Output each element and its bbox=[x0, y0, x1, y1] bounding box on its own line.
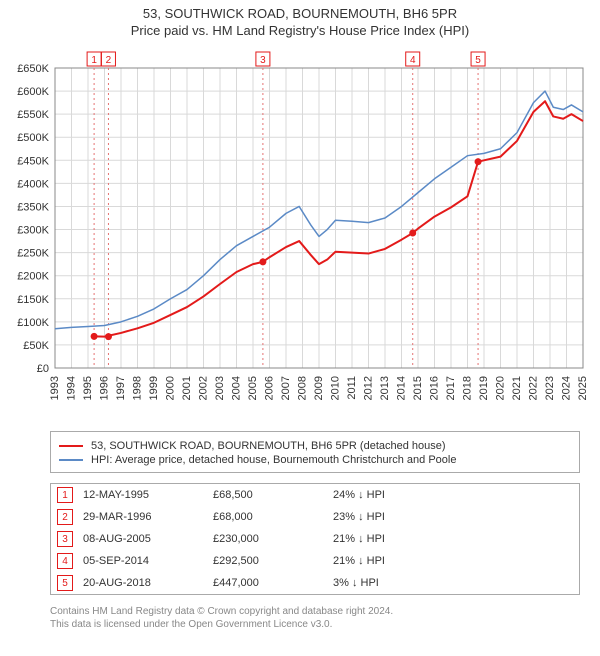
sales-row: 2 29-MAR-1996£68,00023% ↓ HPI bbox=[51, 506, 579, 528]
svg-text:2024: 2024 bbox=[560, 376, 572, 400]
sales-row: 4 05-SEP-2014£292,50021% ↓ HPI bbox=[51, 550, 579, 572]
svg-text:3: 3 bbox=[260, 55, 266, 66]
svg-text:2001: 2001 bbox=[181, 376, 193, 400]
sale-price: £68,000 bbox=[213, 511, 333, 523]
svg-text:£50K: £50K bbox=[23, 340, 49, 352]
sales-row: 3 08-AUG-2005£230,00021% ↓ HPI bbox=[51, 528, 579, 550]
svg-text:£0: £0 bbox=[37, 363, 49, 375]
svg-text:2004: 2004 bbox=[230, 376, 242, 400]
sale-marker: 2 bbox=[57, 509, 73, 525]
sale-price: £292,500 bbox=[213, 555, 333, 567]
svg-text:£100K: £100K bbox=[17, 317, 49, 329]
legend-swatch bbox=[59, 445, 83, 447]
svg-text:4: 4 bbox=[410, 55, 416, 66]
sales-table: 1 12-MAY-1995£68,50024% ↓ HPI 2 29-MAR-1996… bbox=[50, 483, 580, 595]
svg-text:£600K: £600K bbox=[17, 86, 49, 98]
svg-text:£350K: £350K bbox=[17, 201, 49, 213]
svg-text:2015: 2015 bbox=[412, 376, 424, 400]
svg-text:1995: 1995 bbox=[82, 376, 94, 400]
sale-marker: 5 bbox=[57, 575, 73, 591]
svg-text:2011: 2011 bbox=[346, 376, 358, 400]
svg-text:2019: 2019 bbox=[478, 376, 490, 400]
legend-label: 53, SOUTHWICK ROAD, BOURNEMOUTH, BH6 5PR… bbox=[91, 440, 446, 452]
svg-text:2013: 2013 bbox=[379, 376, 391, 400]
svg-text:1994: 1994 bbox=[65, 376, 77, 400]
svg-text:2: 2 bbox=[106, 55, 112, 66]
sale-delta: 21% ↓ HPI bbox=[333, 555, 443, 567]
sale-delta: 21% ↓ HPI bbox=[333, 533, 443, 545]
svg-text:1999: 1999 bbox=[148, 376, 160, 400]
svg-text:1998: 1998 bbox=[131, 376, 143, 400]
svg-text:1: 1 bbox=[91, 55, 97, 66]
sale-delta: 24% ↓ HPI bbox=[333, 489, 443, 501]
sale-date: 12-MAY-1995 bbox=[83, 489, 213, 501]
svg-text:£450K: £450K bbox=[17, 155, 49, 167]
sale-date: 08-AUG-2005 bbox=[83, 533, 213, 545]
svg-text:£650K: £650K bbox=[17, 63, 49, 75]
svg-text:2006: 2006 bbox=[263, 376, 275, 400]
title-subtitle: Price paid vs. HM Land Registry's House … bbox=[0, 23, 600, 38]
svg-text:1996: 1996 bbox=[98, 376, 110, 400]
svg-text:2003: 2003 bbox=[214, 376, 226, 400]
svg-text:2008: 2008 bbox=[296, 376, 308, 400]
sale-marker: 1 bbox=[57, 487, 73, 503]
svg-text:1993: 1993 bbox=[49, 376, 61, 400]
legend-swatch bbox=[59, 459, 83, 461]
svg-text:£200K: £200K bbox=[17, 271, 49, 283]
svg-text:2007: 2007 bbox=[280, 376, 292, 400]
sale-date: 20-AUG-2018 bbox=[83, 577, 213, 589]
legend: 53, SOUTHWICK ROAD, BOURNEMOUTH, BH6 5PR… bbox=[50, 431, 580, 473]
title-main: 53, SOUTHWICK ROAD, BOURNEMOUTH, BH6 5PR bbox=[0, 6, 600, 21]
sales-row: 5 20-AUG-2018£447,0003% ↓ HPI bbox=[51, 572, 579, 594]
price-chart: £0 £50K £100K £150K £200K £250K £300K £350K £400… bbox=[0, 38, 600, 418]
sales-row: 1 12-MAY-1995£68,50024% ↓ HPI bbox=[51, 484, 579, 506]
svg-text:1997: 1997 bbox=[115, 376, 127, 400]
svg-text:2020: 2020 bbox=[494, 376, 506, 400]
svg-text:2018: 2018 bbox=[461, 376, 473, 400]
svg-text:2022: 2022 bbox=[527, 376, 539, 400]
svg-text:2005: 2005 bbox=[247, 376, 259, 400]
svg-text:2002: 2002 bbox=[197, 376, 209, 400]
svg-text:2021: 2021 bbox=[511, 376, 523, 400]
legend-item: HPI: Average price, detached house, Bour… bbox=[59, 454, 571, 466]
svg-text:2016: 2016 bbox=[428, 376, 440, 400]
sale-date: 29-MAR-1996 bbox=[83, 511, 213, 523]
svg-text:5: 5 bbox=[475, 55, 481, 66]
svg-text:£400K: £400K bbox=[17, 178, 49, 190]
sale-delta: 3% ↓ HPI bbox=[333, 577, 443, 589]
sale-price: £230,000 bbox=[213, 533, 333, 545]
sale-price: £68,500 bbox=[213, 489, 333, 501]
sale-marker: 3 bbox=[57, 531, 73, 547]
svg-text:2025: 2025 bbox=[577, 376, 589, 400]
svg-text:£150K: £150K bbox=[17, 294, 49, 306]
svg-text:2009: 2009 bbox=[313, 376, 325, 400]
legend-label: HPI: Average price, detached house, Bour… bbox=[91, 454, 456, 466]
svg-text:2012: 2012 bbox=[362, 376, 374, 400]
sale-price: £447,000 bbox=[213, 577, 333, 589]
svg-text:2023: 2023 bbox=[544, 376, 556, 400]
svg-text:2010: 2010 bbox=[329, 376, 341, 400]
legend-item: 53, SOUTHWICK ROAD, BOURNEMOUTH, BH6 5PR… bbox=[59, 440, 571, 452]
sale-delta: 23% ↓ HPI bbox=[333, 511, 443, 523]
footer-line-1: Contains HM Land Registry data © Crown c… bbox=[50, 605, 580, 618]
svg-text:£250K: £250K bbox=[17, 248, 49, 260]
svg-text:£500K: £500K bbox=[17, 132, 49, 144]
svg-text:£300K: £300K bbox=[17, 225, 49, 237]
svg-text:2017: 2017 bbox=[445, 376, 457, 400]
svg-text:2000: 2000 bbox=[164, 376, 176, 400]
svg-text:2014: 2014 bbox=[395, 376, 407, 400]
footer-line-2: This data is licensed under the Open Gov… bbox=[50, 618, 580, 631]
sale-marker: 4 bbox=[57, 553, 73, 569]
svg-text:£550K: £550K bbox=[17, 109, 49, 121]
sale-date: 05-SEP-2014 bbox=[83, 555, 213, 567]
